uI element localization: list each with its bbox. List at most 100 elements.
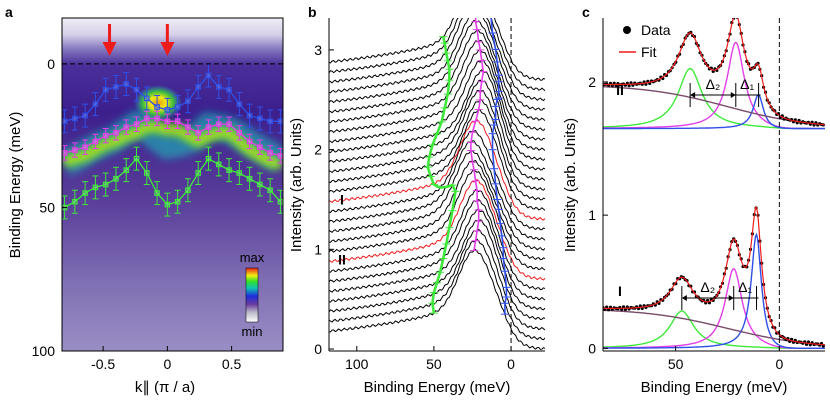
panel-c-delta2-arrowhead	[690, 92, 696, 98]
panel-a-point-magenta	[144, 115, 150, 122]
panel-b-curve	[329, 39, 545, 141]
panel-a-point-green	[113, 175, 119, 182]
panel-c-component-blue	[603, 232, 825, 349]
panel-a-point-green	[123, 167, 130, 173]
panel-a-ticks: -0.5 0 0.5 0 50 100	[32, 56, 242, 372]
colorbar	[245, 267, 259, 323]
panel-a-point-magenta	[185, 124, 191, 130]
panel-b-peaks-magenta	[466, 18, 488, 251]
panel-c-delta1-label: Δ₁	[740, 76, 754, 92]
panel-a-point-magenta	[102, 132, 109, 139]
panel-a-point-magenta	[205, 124, 212, 130]
panel-b-curve	[329, 49, 545, 151]
panel-a-point-blue	[113, 84, 119, 90]
panel-b-peak-line-green	[426, 36, 457, 314]
legend-fit-label: Fit	[641, 44, 657, 60]
panel-c-spectra	[603, 12, 825, 349]
panel-c-data-point	[734, 12, 737, 15]
panel-b-ytick-label: 0	[314, 341, 322, 357]
panel-a-point-green	[72, 198, 78, 205]
panel-b-highlighted-curve	[329, 118, 545, 221]
panel-a-letter: a	[5, 4, 13, 20]
panel-b-letter: b	[308, 4, 317, 20]
panel-b-curve	[329, 18, 545, 92]
panel-a-point-magenta	[267, 150, 273, 156]
panel-a-point-blue	[185, 98, 191, 105]
panel-a-point-blue	[257, 115, 263, 122]
panel-b-peaks-green	[423, 36, 460, 314]
panel-a-point-green	[277, 198, 283, 205]
panel-c-fit-line	[603, 206, 825, 346]
panel-a-point-green	[185, 187, 191, 194]
panel-b-peak-line-blue	[490, 18, 508, 315]
panel-a-arrows	[102, 24, 175, 56]
panel-c-xtick-label: 50	[668, 356, 684, 372]
panel-a-point-green	[246, 175, 253, 182]
panel-a-point-magenta	[174, 118, 181, 125]
panel-c-delta1-label: Δ₁	[738, 279, 752, 295]
panel-a-point-green	[215, 161, 222, 168]
panel-a-point-blue	[174, 104, 181, 110]
panel-b-curve	[329, 19, 545, 121]
panel-a-point-magenta	[113, 130, 119, 136]
panel-b-xlabel: Binding Energy (meV)	[364, 379, 511, 396]
panel-a-point-magenta	[164, 118, 171, 125]
panel-a-point-blue	[133, 86, 140, 93]
panel-a-point-blue	[205, 72, 212, 79]
panel-a-point-green	[257, 181, 263, 188]
panel-c-fit-line	[603, 18, 825, 126]
panel-a-point-blue	[226, 86, 232, 93]
panel-b-curve	[329, 188, 545, 291]
panel-c: II Δ₂ Δ₁ I Δ₂ Δ₁ 50 0 0 1 2 Data Fit Binding Ener…	[562, 12, 825, 396]
panel-a-point-blue	[277, 118, 283, 125]
panel-a-point-magenta	[226, 121, 232, 128]
panel-a-series-blue	[62, 63, 283, 134]
panel-c-annotations: II Δ₂ Δ₁ I Δ₂ Δ₁	[616, 76, 761, 310]
panel-b-curve	[329, 18, 545, 102]
panel-a-point-blue	[195, 84, 201, 90]
panel-b-curve-label: II	[338, 251, 346, 267]
panel-a-point-blue	[246, 112, 253, 119]
legend-data-marker	[623, 26, 631, 34]
panel-c-delta1-arrowhead	[730, 92, 736, 98]
panel-c-spectrum-label: II	[616, 82, 624, 98]
panel-b-highlighted-curve	[329, 178, 545, 281]
panel-b-curve	[329, 208, 545, 311]
panel-c-delta2-arrowhead	[681, 295, 687, 301]
panel-a-ytick-label: 100	[32, 343, 56, 359]
panel-b-peak-series	[423, 18, 511, 315]
panel-c-ytick-label: 2	[588, 74, 596, 90]
panel-a-point-magenta	[257, 144, 263, 150]
panel-a-point-green	[164, 201, 171, 208]
panel-a-point-green	[205, 155, 212, 162]
panel-a-point-magenta	[123, 124, 130, 130]
panel-b-curve	[329, 169, 545, 271]
panel-a-point-magenta	[92, 138, 99, 145]
panel-a-point-magenta	[195, 130, 201, 136]
panel-a-point-green	[144, 170, 150, 176]
panel-b-curve	[329, 219, 545, 321]
panel-a-arrowhead	[102, 42, 117, 56]
panel-a-xtick-label: -0.5	[91, 356, 115, 372]
panel-a-xtick-label: 0.5	[222, 356, 242, 372]
panel-c-spectrum-II	[603, 12, 825, 130]
panel-a-point-blue	[123, 81, 130, 87]
panel-a-point-magenta	[246, 138, 253, 145]
panel-a-line-magenta	[64, 117, 281, 157]
panel-a-point-blue	[62, 118, 68, 125]
panel-a-point-blue	[92, 101, 99, 107]
colorbar-max-label: max	[240, 250, 265, 265]
panel-a-ytick-label: 0	[47, 56, 55, 72]
colorbar-min-label: min	[242, 324, 263, 339]
panel-a-point-green	[226, 167, 232, 173]
panel-b-ytick-label: 1	[314, 241, 322, 257]
panel-c-delta2-label: Δ₂	[706, 76, 721, 92]
panel-a-xtick-label: 0	[163, 356, 171, 372]
panel-c-ytick-label: 0	[588, 340, 596, 356]
panel-b-curve	[329, 238, 545, 341]
panel-b-curve	[329, 59, 545, 161]
panel-b-curve	[329, 149, 545, 251]
panel-a-point-green	[174, 198, 181, 205]
panel-a-series-magenta	[62, 110, 283, 164]
